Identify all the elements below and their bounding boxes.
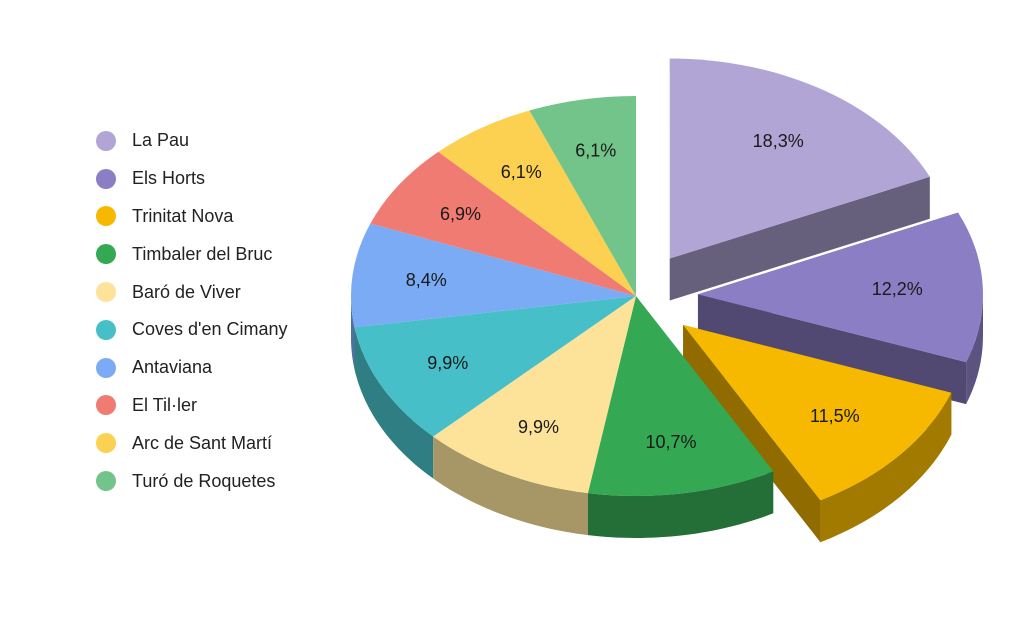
pie-slice — [433, 296, 636, 494]
legend-swatch — [96, 244, 116, 265]
legend-label: Baró de Viver — [132, 281, 241, 302]
pie-slice — [683, 324, 952, 501]
slice-value-label: 12,2% — [872, 279, 923, 299]
legend-item: Antaviana — [96, 349, 288, 387]
pie-label-layer: 18,3% 12,2% 11,5% 10,7% 9,9% 9,9% 8,4% 6,9% 6,1%… — [406, 131, 923, 452]
legend-item: Timbaler del Bruc — [96, 235, 288, 273]
slice-value-label: 10,7% — [645, 432, 696, 452]
legend-item: La Pau — [96, 122, 288, 160]
legend-swatch — [96, 433, 116, 454]
pie-slice — [587, 296, 774, 496]
legend-item: Els Horts — [96, 160, 288, 198]
legend-label: Trinitat Nova — [132, 205, 234, 226]
legend-item: El Til·ler — [96, 387, 288, 425]
legend-item: Trinitat Nova — [96, 198, 288, 236]
legend-swatch — [96, 319, 116, 340]
legend-label: Arc de Sant Martí — [132, 432, 273, 453]
slice-value-label: 11,5% — [810, 406, 860, 426]
legend-item: Turó de Roquetes — [96, 462, 288, 500]
pie-slice-side — [966, 294, 983, 405]
pie-slice — [370, 151, 636, 296]
legend-label: Coves d'en Cimany — [132, 319, 288, 340]
slice-value-label: 6,1% — [501, 162, 542, 182]
legend-swatch — [96, 395, 116, 416]
legend-label: Turó de Roquetes — [132, 470, 276, 491]
legend-label: Timbaler del Bruc — [132, 243, 273, 264]
pie-slice-edge — [669, 176, 930, 301]
pie-slice-side — [587, 471, 774, 538]
legend-swatch — [96, 471, 116, 492]
legend: La Pau Els Horts Trinitat Nova Timbaler del… — [96, 122, 288, 500]
pie-slice-side — [433, 436, 588, 536]
legend-label: El Til·ler — [132, 394, 198, 415]
legend-label: La Pau — [132, 130, 190, 151]
pie-slice — [529, 95, 636, 296]
pie-top-layer — [350, 58, 983, 501]
pie-slice-side — [354, 327, 434, 479]
pie-slice — [697, 212, 983, 363]
legend-item: Baró de Viver — [96, 273, 288, 311]
legend-item: Arc de Sant Martí — [96, 424, 288, 462]
pie-slice-edge — [697, 294, 967, 405]
slice-value-label: 6,1% — [575, 141, 616, 161]
pie-slice-side — [820, 392, 952, 543]
slice-value-label: 9,9% — [518, 417, 559, 437]
legend-label: Els Horts — [132, 168, 206, 189]
legend-swatch — [96, 206, 116, 227]
slice-value-label: 8,4% — [406, 270, 447, 290]
slice-value-label: 6,9% — [440, 204, 481, 224]
pie-slice — [438, 110, 636, 296]
pie-slice — [350, 223, 636, 328]
pie-slice-edge — [683, 324, 821, 543]
pie-slice — [669, 58, 930, 259]
legend-swatch — [96, 282, 116, 303]
slice-value-label: 9,9% — [427, 353, 468, 373]
legend-item: Coves d'en Cimany — [96, 311, 288, 349]
legend-swatch — [96, 130, 116, 151]
pie-slice — [354, 296, 636, 437]
legend-label: Antaviana — [132, 357, 213, 378]
legend-swatch — [96, 168, 116, 189]
slice-value-label: 18,3% — [753, 131, 804, 151]
legend-swatch — [96, 357, 116, 378]
pie-slice-side — [351, 296, 355, 370]
